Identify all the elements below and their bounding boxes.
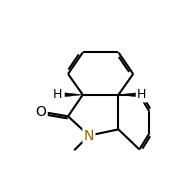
Polygon shape [65, 93, 83, 97]
Text: N: N [84, 129, 94, 143]
Text: O: O [36, 105, 46, 120]
Text: H: H [137, 88, 146, 101]
Polygon shape [118, 93, 136, 97]
Text: H: H [53, 88, 62, 101]
